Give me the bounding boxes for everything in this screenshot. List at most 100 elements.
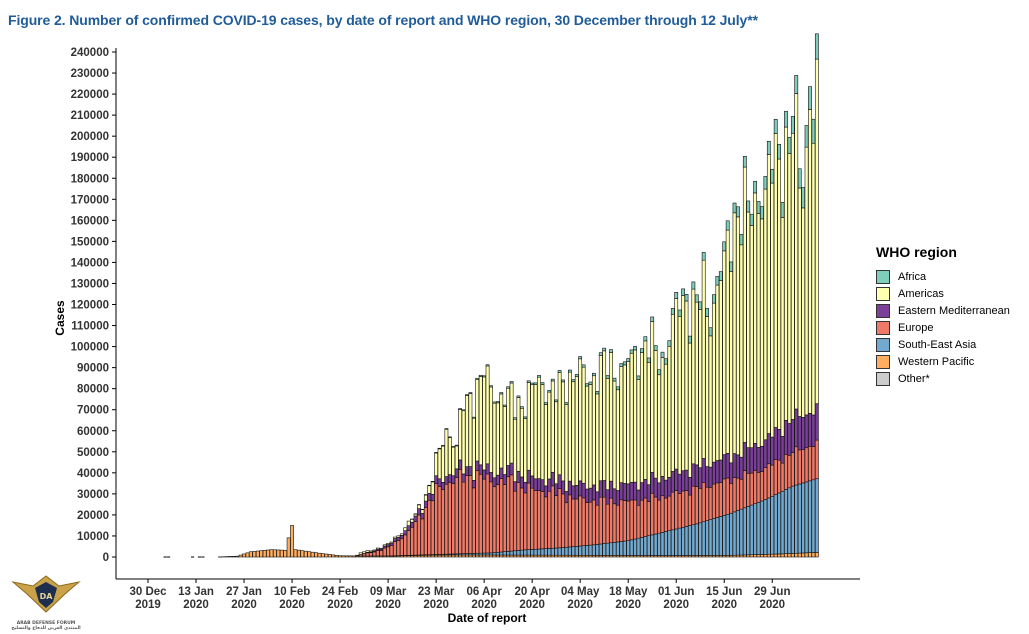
bar-segment — [766, 140, 771, 155]
bar-segment — [249, 551, 253, 558]
x-tick-label: 2020 — [519, 599, 545, 611]
bar-segment — [797, 168, 802, 189]
bar-segment — [489, 472, 493, 483]
bar-segment — [780, 553, 785, 558]
bar-segment — [814, 58, 819, 404]
bar-segment — [458, 469, 463, 555]
bar-segment — [777, 158, 781, 430]
x-tick-label: 2020 — [231, 599, 257, 611]
bar-segment — [393, 536, 397, 539]
bar-segment — [736, 477, 740, 511]
bar-segment — [784, 110, 788, 128]
bar-segment — [760, 554, 764, 558]
bar-segment — [406, 520, 411, 526]
bar-segment — [465, 554, 469, 558]
bar-segment — [393, 538, 397, 542]
bar-segment — [386, 542, 390, 545]
legend-swatch — [876, 269, 890, 284]
bar-segment — [543, 548, 548, 556]
bar-segment — [688, 342, 692, 478]
bar-segment — [667, 345, 672, 478]
y-tick-label: 180000 — [71, 173, 109, 185]
bar-segment — [619, 482, 624, 501]
bar-segment — [516, 550, 521, 556]
bar-segment — [794, 552, 799, 558]
bar-segment — [753, 470, 757, 505]
bar-segment — [742, 554, 747, 558]
watermark-text: ARAB DEFENSE FORUM — [16, 621, 76, 626]
bar-segment — [547, 548, 552, 556]
bar-segment — [756, 502, 761, 555]
bar-segment — [797, 483, 802, 554]
bar-segment — [454, 445, 459, 470]
legend-label: Western Pacific — [898, 355, 975, 368]
bar-segment — [595, 544, 600, 556]
bar-segment — [441, 482, 445, 490]
bar-segment — [519, 549, 524, 556]
bar-segment — [794, 408, 799, 448]
bar-segment — [372, 551, 377, 557]
bar-segment — [468, 466, 473, 476]
bar-segment — [636, 379, 641, 491]
y-tick-label: 100000 — [71, 342, 109, 354]
bar-segment — [581, 482, 586, 499]
bar-segment — [633, 346, 637, 351]
bar-segment — [530, 475, 535, 489]
bar-segment — [612, 488, 617, 505]
bar-segment — [242, 553, 246, 558]
bar-segment — [660, 357, 665, 477]
bar-segment — [691, 463, 696, 487]
bar-segment — [581, 497, 586, 547]
bar-segment — [485, 364, 490, 367]
bar-segment — [489, 386, 493, 473]
bar-segment — [393, 541, 397, 557]
bar-segment — [797, 552, 802, 558]
bar-segment — [537, 375, 541, 378]
bar-segment — [465, 466, 469, 476]
bar-segment — [276, 549, 281, 558]
x-tick-label: 2020 — [183, 599, 209, 611]
bar-segment — [568, 369, 572, 373]
bar-segment — [396, 540, 401, 556]
y-tick-label: 140000 — [71, 257, 109, 269]
bar-segment — [688, 335, 692, 344]
bar-segment — [523, 482, 528, 494]
bar-segment — [739, 244, 744, 458]
bar-segment — [736, 216, 740, 456]
bar-segment — [592, 375, 596, 486]
bar-segment — [386, 546, 390, 557]
bar-segment — [300, 550, 305, 558]
bar-segment — [670, 308, 675, 315]
bar-segment — [478, 554, 483, 558]
bar-segment — [619, 363, 624, 367]
bar-segment — [297, 549, 301, 558]
bar-segment — [794, 75, 799, 94]
bar-segment — [568, 494, 572, 548]
bar-segment — [787, 487, 792, 554]
bar-segment — [430, 481, 435, 483]
bar-segment — [235, 555, 240, 558]
bar-segment — [705, 308, 709, 317]
bar-segment — [324, 553, 329, 558]
bar-segment — [430, 494, 435, 502]
bar-segment — [694, 301, 699, 466]
bar-segment — [513, 417, 517, 420]
bar-segment — [375, 550, 380, 557]
x-tick-label: 2020 — [279, 599, 305, 611]
bar-segment — [605, 503, 610, 544]
y-tick-label: 120000 — [71, 300, 109, 312]
bar-segment — [708, 327, 713, 337]
bar-segment — [646, 357, 651, 363]
bar-segment — [547, 389, 552, 393]
bar-segment — [784, 126, 788, 421]
bar-segment — [729, 483, 733, 514]
bar-segment — [749, 447, 754, 474]
bar-segment — [643, 536, 648, 556]
bar-segment — [790, 116, 795, 134]
bar-segment — [760, 206, 764, 220]
bar-segment — [571, 485, 576, 500]
bar-segment — [691, 524, 696, 556]
bar-segment — [578, 495, 583, 547]
bar-segment — [790, 485, 795, 554]
bar-segment — [523, 418, 528, 483]
